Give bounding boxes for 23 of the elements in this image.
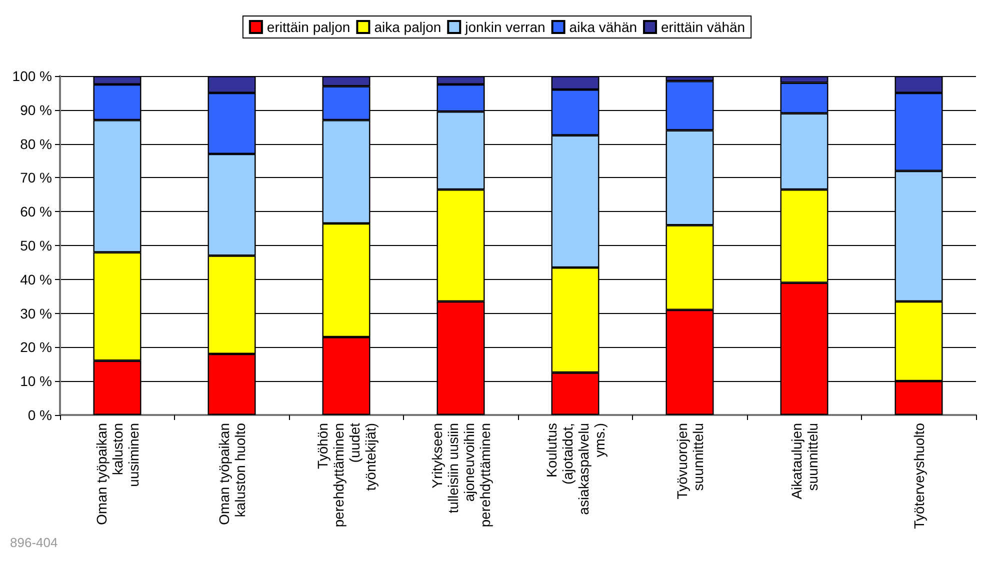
y-tick-label: 90 % (20, 102, 52, 118)
y-tick-label: 50 % (20, 238, 52, 254)
legend-label: aika vähän (569, 19, 638, 35)
y-tick-label: 40 % (20, 271, 52, 288)
text: 896-404 (10, 535, 58, 550)
y-tick-label: 30 % (20, 305, 52, 322)
y-tick-label: 10 % (20, 373, 52, 390)
legend-label: erittäin paljon (266, 19, 350, 35)
y-tick-label: 100 % (12, 68, 52, 84)
y-tick-label: 20 % (20, 339, 52, 356)
x-tick-label: Aikataulujen suunnittelu (788, 423, 820, 500)
y-tick-label: 70 % (20, 170, 52, 186)
legend-label: erittäin vähän (661, 19, 746, 35)
x-tick-label: Työhön perehdyttäminen (uudet työntekijät) (314, 422, 378, 528)
x-tick-label: Työvuorojen suunnittelu (674, 423, 706, 500)
y-tick-label: 0 % (28, 407, 52, 423)
x-tick-label: Oman työpaikan kaluston uusiminen (93, 423, 142, 525)
x-tick-label: Työterveyshuolto (910, 422, 927, 529)
x-tick-label: Koulutus (ajotaidot, asiakaspalvelu yms.) (543, 423, 608, 515)
legend-label: jonkin verran (464, 19, 546, 35)
y-tick-label: 60 % (20, 204, 52, 220)
legend-label: aika paljon (374, 19, 442, 35)
y-tick-label: 80 % (20, 136, 52, 152)
